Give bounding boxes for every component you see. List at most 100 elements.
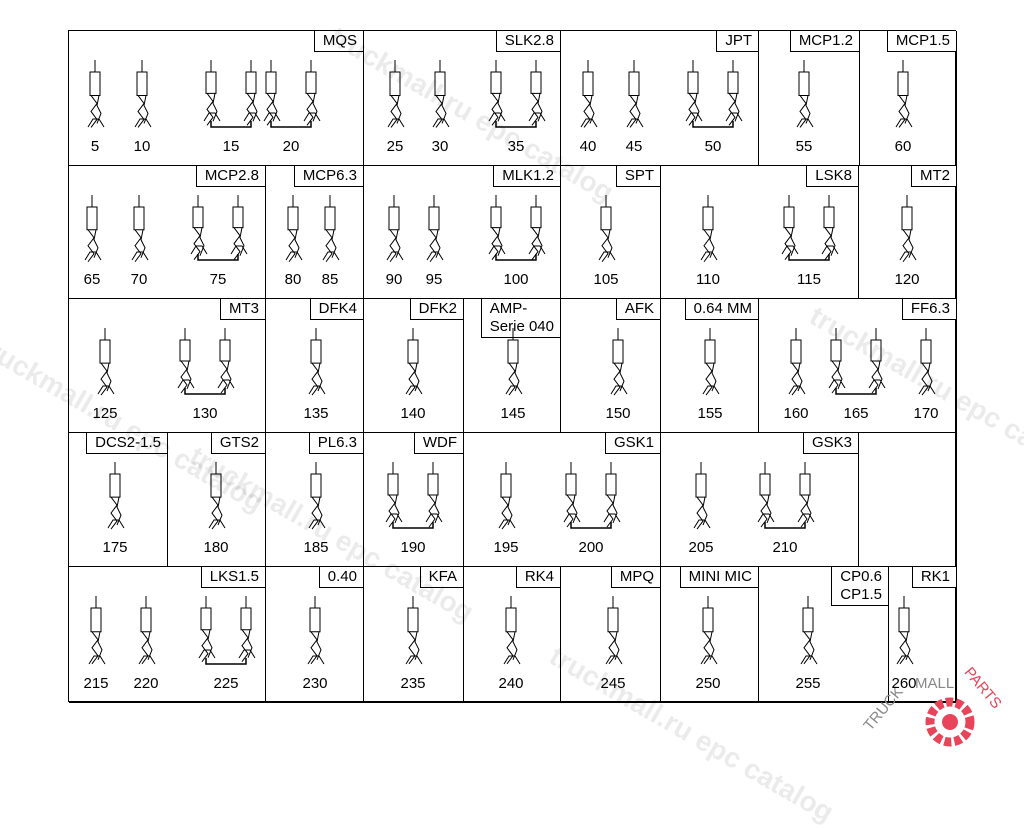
svg-text:PARTS: PARTS bbox=[961, 664, 1005, 712]
part-number: 255 bbox=[795, 675, 821, 692]
connector-type-label: GSK1 bbox=[604, 433, 660, 454]
connector-type-label: KFA bbox=[419, 567, 463, 588]
part-number: 170 bbox=[913, 405, 939, 422]
part-number: 65 bbox=[83, 271, 101, 288]
connector-cell: 0.64 MM bbox=[661, 299, 759, 433]
part-number: 250 bbox=[695, 675, 721, 692]
connector-cell: MT3 bbox=[69, 299, 266, 433]
part-number: 260 bbox=[891, 675, 917, 692]
connector-type-label: MT3 bbox=[220, 299, 265, 320]
connector-type-label: DCS2-1.5 bbox=[86, 433, 167, 454]
part-number: 10 bbox=[133, 138, 151, 155]
part-number: 70 bbox=[130, 271, 148, 288]
part-number: 130 bbox=[192, 405, 218, 422]
connector-cell: MCP2.8 bbox=[69, 166, 266, 299]
connector-type-label: JPT bbox=[716, 31, 758, 52]
connector-type-label: AMP- Serie 040 bbox=[480, 299, 560, 338]
connector-type-label: LSK8 bbox=[806, 166, 858, 187]
connector-cell: RK1 bbox=[889, 567, 957, 703]
connector-cell: GSK1 bbox=[464, 433, 661, 567]
part-number: 210 bbox=[772, 539, 798, 556]
truckmall-logo: TRUCK MALL PARTS bbox=[860, 664, 1005, 747]
part-number: 45 bbox=[625, 138, 643, 155]
part-number: 115 bbox=[797, 271, 821, 288]
part-number: 140 bbox=[400, 405, 426, 422]
part-number: 160 bbox=[783, 405, 809, 422]
connector-type-label: PL6.3 bbox=[308, 433, 363, 454]
part-number: 80 bbox=[284, 271, 302, 288]
connector-cell: SLK2.8 bbox=[364, 31, 561, 166]
part-number: 15 bbox=[222, 138, 240, 155]
part-number: 105 bbox=[593, 271, 619, 288]
connector-cell: KFA bbox=[364, 567, 464, 703]
connector-cell: PL6.3 bbox=[266, 433, 364, 567]
connector-cell: SPT bbox=[561, 166, 661, 299]
part-number: 205 bbox=[688, 539, 714, 556]
connector-type-label: 0.64 MM bbox=[684, 299, 758, 320]
connector-type-label: MINI MIC bbox=[679, 567, 758, 588]
connector-cell: RK4 bbox=[464, 567, 561, 703]
connector-cell: AFK bbox=[561, 299, 661, 433]
connector-type-label: 0.40 bbox=[318, 567, 363, 588]
connector-cell: MT2 bbox=[859, 166, 957, 299]
connector-type-label: DFK4 bbox=[309, 299, 363, 320]
connector-type-label: RK1 bbox=[911, 567, 956, 588]
connector-type-label: MPQ bbox=[610, 567, 660, 588]
connector-type-label: MLK1.2 bbox=[493, 166, 560, 187]
connector-cell: WDF bbox=[364, 433, 464, 567]
connector-catalog-grid: MQS SLK2.8 JPT MCP1.2 MCP1.5 MCP2.8 MCP6.3 MLK1… bbox=[68, 30, 957, 703]
part-number: 195 bbox=[493, 539, 519, 556]
part-number: 125 bbox=[92, 405, 118, 422]
svg-text:MALL: MALL bbox=[915, 675, 954, 692]
part-number: 245 bbox=[600, 675, 626, 692]
connector-cell: MCP1.2 bbox=[759, 31, 860, 166]
part-number: 215 bbox=[83, 675, 109, 692]
connector-type-label: MCP6.3 bbox=[293, 166, 363, 187]
part-number: 150 bbox=[605, 405, 631, 422]
connector-cell: DFK4 bbox=[266, 299, 364, 433]
connector-cell: FF6.3 bbox=[759, 299, 957, 433]
connector-cell: CP0.6 CP1.5 bbox=[759, 567, 889, 703]
connector-cell: MQS bbox=[69, 31, 364, 166]
part-number: 175 bbox=[102, 539, 128, 556]
part-number: 120 bbox=[894, 271, 920, 288]
connector-type-label: MCP1.2 bbox=[789, 31, 859, 52]
connector-type-label: SPT bbox=[615, 166, 660, 187]
connector-cell: LSK8 bbox=[661, 166, 859, 299]
connector-type-label: AFK bbox=[615, 299, 660, 320]
part-number: 180 bbox=[203, 539, 229, 556]
part-number: 145 bbox=[500, 405, 526, 422]
connector-cell bbox=[859, 433, 957, 567]
connector-cell: MCP1.5 bbox=[860, 31, 957, 166]
part-number: 200 bbox=[578, 539, 604, 556]
part-number: 155 bbox=[697, 405, 723, 422]
connector-cell: LKS1.5 bbox=[69, 567, 266, 703]
part-number: 25 bbox=[386, 138, 404, 155]
connector-cell: GTS2 bbox=[168, 433, 266, 567]
part-number: 90 bbox=[385, 271, 403, 288]
connector-type-label: WDF bbox=[413, 433, 463, 454]
part-number: 85 bbox=[321, 271, 339, 288]
part-number: 185 bbox=[303, 539, 329, 556]
part-number: 40 bbox=[579, 138, 597, 155]
connector-type-label: MCP1.5 bbox=[886, 31, 956, 52]
part-number: 55 bbox=[795, 138, 813, 155]
part-number: 165 bbox=[843, 405, 869, 422]
part-number: 35 bbox=[507, 138, 525, 155]
connector-cell: 0.40 bbox=[266, 567, 364, 703]
connector-cell: DCS2-1.5 bbox=[69, 433, 168, 567]
part-number: 20 bbox=[282, 138, 300, 155]
part-number: 100 bbox=[503, 271, 529, 288]
connector-type-label: CP0.6 CP1.5 bbox=[831, 567, 888, 606]
part-number: 190 bbox=[400, 539, 426, 556]
connector-type-label: MT2 bbox=[911, 166, 956, 187]
connector-cell: MPQ bbox=[561, 567, 661, 703]
connector-cell: GSK3 bbox=[661, 433, 859, 567]
connector-cell: MCP6.3 bbox=[266, 166, 364, 299]
part-number: 235 bbox=[400, 675, 426, 692]
part-number: 220 bbox=[133, 675, 159, 692]
connector-cell: MLK1.2 bbox=[364, 166, 561, 299]
part-number: 75 bbox=[209, 271, 227, 288]
connector-type-label: FF6.3 bbox=[901, 299, 956, 320]
connector-type-label: RK4 bbox=[515, 567, 560, 588]
